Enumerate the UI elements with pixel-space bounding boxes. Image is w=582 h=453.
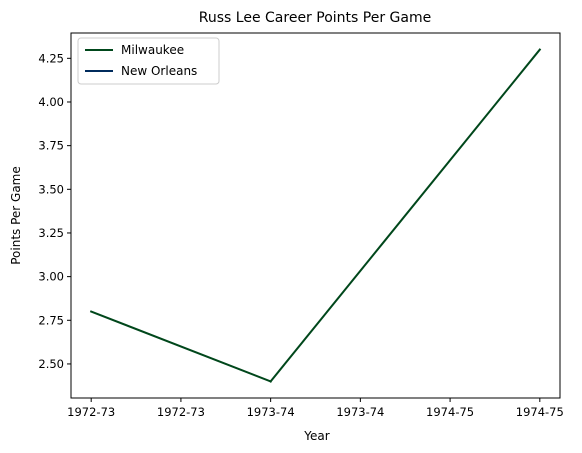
y-tick-label: 3.75 [38, 139, 64, 153]
series-line-milwaukee [269, 48, 542, 383]
y-tick-label: 3.00 [38, 270, 64, 284]
legend-label: Milwaukee [121, 43, 184, 57]
legend: Milwaukee New Orleans [77, 37, 220, 85]
y-tick-label: 3.50 [38, 182, 64, 196]
y-tick-label: 4.25 [38, 51, 64, 65]
legend-label: New Orleans [121, 64, 197, 78]
x-tick-label: 1972-73 [67, 405, 115, 419]
x-tick-label: 1974-75 [516, 405, 564, 419]
y-tick-label: 2.50 [38, 357, 64, 371]
plot-frame [70, 32, 561, 399]
x-tick-label: 1972-73 [157, 405, 205, 419]
series-layer [89, 48, 542, 383]
legend-box [77, 37, 220, 85]
x-axis-title: Year [303, 429, 329, 443]
y-tick-label: 3.25 [38, 226, 64, 240]
y-axis-title: Points Per Game [9, 166, 23, 265]
x-tick-label: 1973-74 [247, 405, 295, 419]
y-tick-label: 2.75 [38, 313, 64, 327]
series-line-milwaukee [89, 310, 272, 383]
plot-area [71, 33, 560, 398]
x-tick-label: 1973-74 [336, 405, 384, 419]
x-tick-label: 1974-75 [426, 405, 474, 419]
axes-layer: 2.50 2.75 3.00 3.25 3.50 3.75 4.00 4.25 1972-73 1… [38, 32, 564, 419]
chart-title: Russ Lee Career Points Per Game [199, 10, 431, 26]
y-tick-label: 4.00 [38, 95, 64, 109]
